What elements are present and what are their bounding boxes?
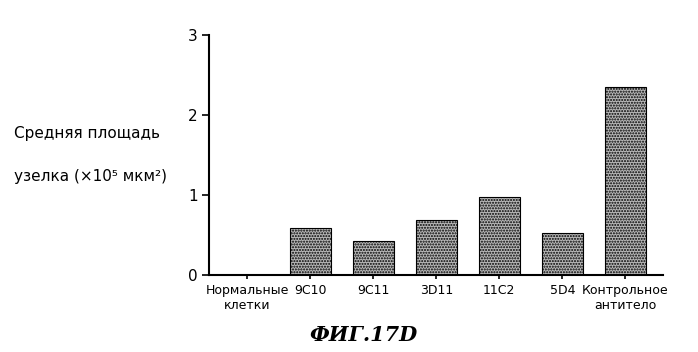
Text: ФИГ.17D: ФИГ.17D	[309, 325, 417, 345]
Bar	[290, 228, 331, 275]
Bar	[479, 197, 520, 275]
Text: узелка (×10⁵ мкм²): узелка (×10⁵ мкм²)	[14, 169, 167, 183]
Bar	[604, 87, 646, 275]
Bar	[542, 233, 583, 275]
Bar	[352, 241, 394, 275]
Text: Средняя площадь: Средняя площадь	[14, 126, 160, 141]
Bar	[416, 220, 456, 275]
